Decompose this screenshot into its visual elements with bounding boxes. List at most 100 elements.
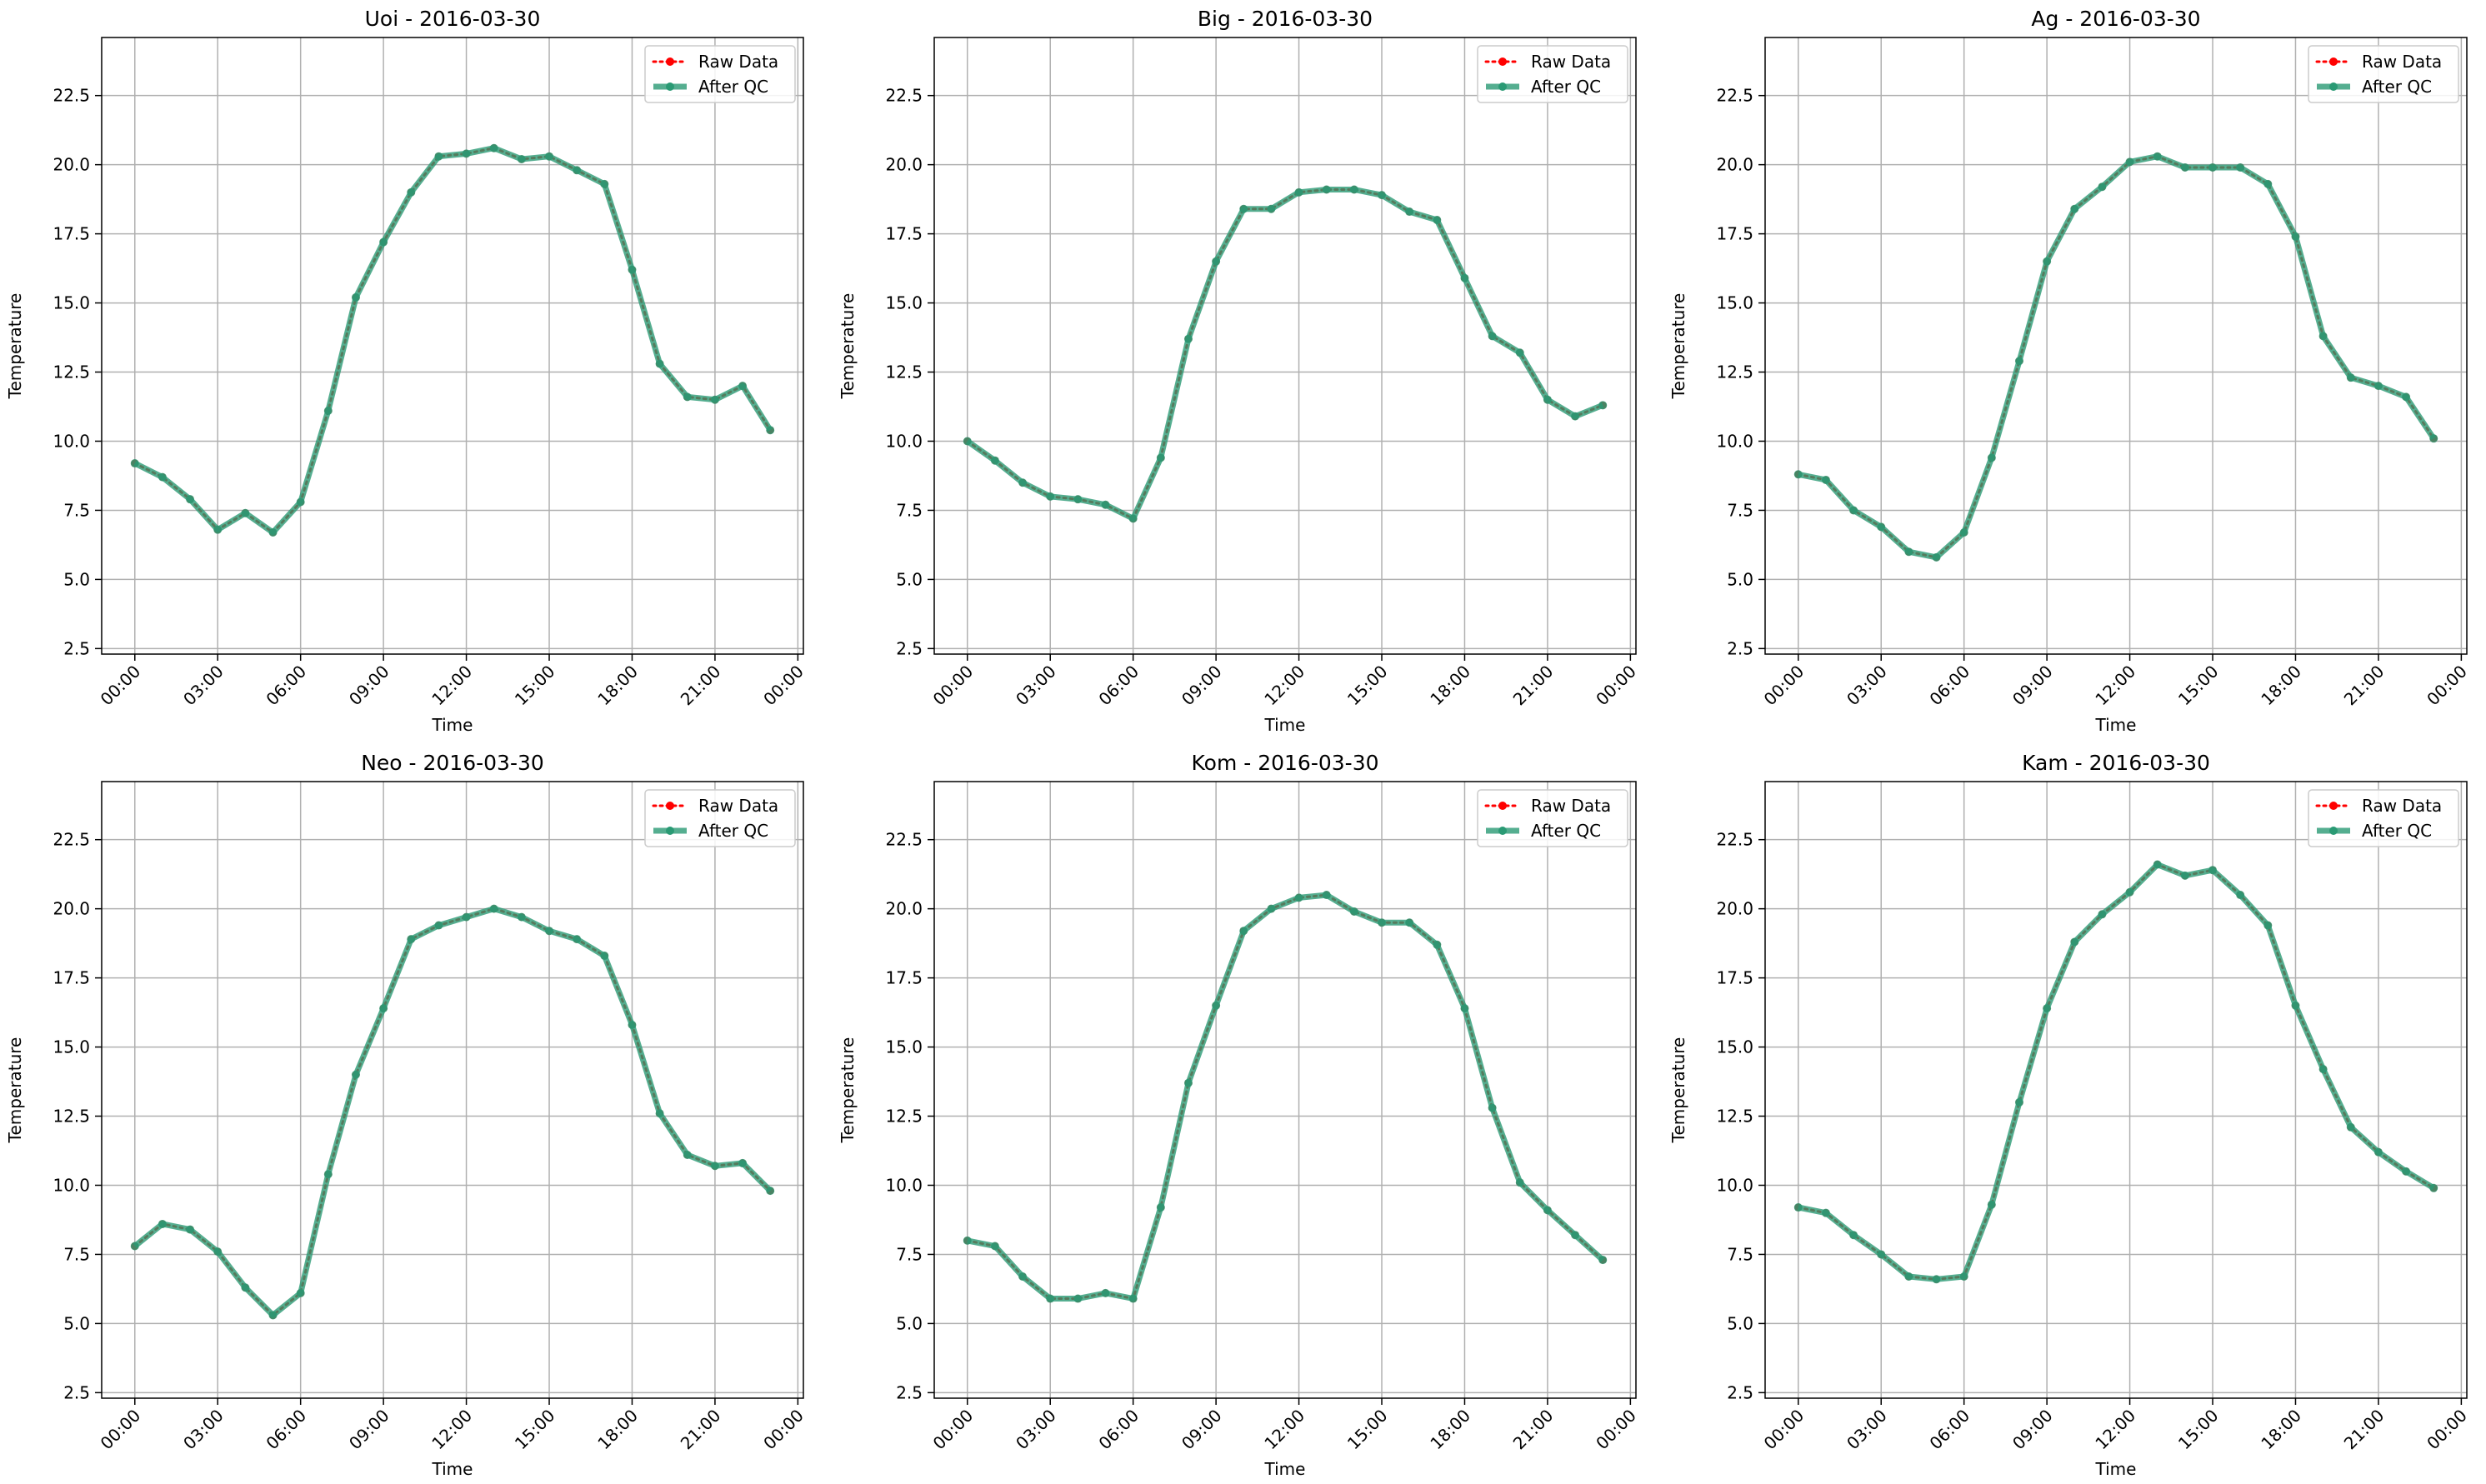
series-after-qc — [963, 185, 1608, 523]
after-qc-point — [1018, 1272, 1028, 1281]
after-qc-point — [407, 187, 416, 197]
after-qc-point — [434, 921, 443, 930]
after-qc-point — [1987, 1200, 1996, 1209]
after-qc-point — [351, 1070, 360, 1079]
after-qc-point — [2318, 332, 2328, 341]
after-qc-point — [1294, 893, 1303, 902]
legend-marker-qc — [2329, 82, 2338, 91]
y-tick-label: 20.0 — [1716, 155, 1753, 175]
y-tick-label: 15.0 — [885, 1037, 923, 1057]
series-raw-data — [963, 186, 1607, 522]
after-qc-point — [407, 935, 416, 944]
after-qc-point — [766, 426, 775, 435]
x-tick-label: 03:00 — [1012, 1406, 1060, 1454]
x-tick-label: 21:00 — [1509, 662, 1558, 710]
legend-marker-raw — [666, 802, 674, 810]
x-tick-label: 18:00 — [593, 1406, 642, 1454]
y-tick-label: 2.5 — [63, 1382, 90, 1402]
after-qc-point — [545, 152, 554, 161]
after-qc-point — [1849, 506, 1858, 515]
after-qc-point — [489, 143, 498, 152]
after-qc-line — [1798, 862, 2436, 1282]
after-qc-point — [738, 1158, 748, 1167]
after-qc-point — [990, 1242, 999, 1251]
after-qc-line — [133, 906, 773, 1318]
y-tick-label: 2.5 — [1727, 1382, 1753, 1402]
x-tick-label: 09:00 — [1178, 1406, 1226, 1454]
y-tick-label: 20.0 — [53, 155, 90, 175]
legend: Raw Data After QC — [644, 789, 796, 847]
legend-label-qc: After QC — [698, 77, 768, 97]
after-qc-point — [1239, 204, 1248, 213]
y-tick-label: 15.0 — [53, 293, 90, 313]
y-tick-label: 17.5 — [53, 224, 90, 244]
after-qc-point — [1793, 470, 1803, 479]
legend-marker-qc — [666, 82, 674, 91]
x-tick-label: 15:00 — [511, 662, 559, 710]
y-tick-label: 7.5 — [896, 500, 923, 520]
x-tick-label: 03:00 — [179, 1406, 228, 1454]
x-tick-label: 06:00 — [1925, 662, 1973, 710]
y-tick-label: 5.0 — [1727, 569, 1753, 589]
x-tick-label: 00:00 — [97, 662, 145, 710]
y-tick-label: 10.0 — [1716, 1175, 1753, 1195]
plot-frame — [1764, 781, 2468, 1399]
after-qc-point — [2043, 257, 2052, 266]
after-qc-point — [379, 1004, 388, 1013]
x-tick-label: 12:00 — [1260, 1406, 1308, 1454]
after-qc-point — [1294, 187, 1303, 197]
after-qc-point — [1821, 1208, 1830, 1217]
y-axis: 2.5 5.0 7.5 10.0 12.5 15.0 17.5 20.0 22.5 — [53, 830, 803, 1402]
plot-frame — [101, 37, 804, 655]
legend-label-raw: Raw Data — [2362, 796, 2442, 816]
after-qc-point — [963, 1236, 972, 1245]
after-qc-point — [1959, 1272, 1968, 1281]
after-qc-point — [1849, 1231, 1858, 1240]
after-qc-point — [1212, 1001, 1221, 1010]
after-qc-point — [1239, 927, 1248, 936]
after-qc-point — [1183, 334, 1193, 343]
x-tick-label: 00:00 — [2423, 662, 2471, 710]
after-qc-point — [2263, 921, 2273, 930]
x-tick-label: 21:00 — [1509, 1406, 1558, 1454]
after-qc-point — [628, 265, 637, 274]
after-qc-point — [573, 166, 582, 175]
series-after-qc — [1793, 152, 2438, 562]
after-qc-point — [1128, 514, 1138, 523]
after-qc-point — [379, 237, 388, 247]
after-qc-point — [710, 395, 719, 404]
after-qc-point — [1405, 207, 1414, 217]
after-qc-point — [573, 935, 582, 944]
after-qc-point — [489, 904, 498, 913]
series-raw-data — [963, 891, 1607, 1303]
y-tick-label: 7.5 — [63, 500, 90, 520]
y-axis-label: Temperature — [838, 293, 858, 400]
after-qc-point — [434, 152, 443, 161]
legend-marker-raw — [1498, 802, 1507, 810]
legend-marker-raw — [666, 57, 674, 66]
chart-title: Ag - 2016-03-30 — [2031, 7, 2200, 31]
y-tick-label: 12.5 — [885, 1107, 923, 1127]
after-qc-point — [517, 912, 526, 922]
after-qc-point — [655, 1109, 664, 1118]
y-tick-label: 15.0 — [53, 1037, 90, 1057]
after-qc-point — [1073, 1294, 1083, 1303]
after-qc-point — [130, 1242, 139, 1251]
legend: Raw Data After QC — [1477, 789, 1628, 847]
after-qc-point — [2208, 866, 2218, 875]
chart-title: Big - 2016-03-30 — [1198, 7, 1373, 31]
y-tick-label: 17.5 — [885, 224, 923, 244]
after-qc-point — [1267, 904, 1276, 913]
after-qc-point — [2346, 373, 2355, 382]
legend: Raw Data After QC — [1477, 45, 1628, 103]
after-qc-point — [1018, 478, 1028, 487]
after-qc-point — [2318, 1065, 2328, 1074]
y-tick-label: 22.5 — [885, 86, 923, 106]
x-tick-label: 12:00 — [2091, 662, 2139, 710]
y-tick-label: 12.5 — [53, 362, 90, 382]
series-raw-data — [131, 144, 774, 537]
x-tick-label: 09:00 — [2008, 1406, 2057, 1454]
after-qc-point — [296, 497, 305, 507]
after-qc-point — [1598, 401, 1608, 410]
chart-panel-5: 2.5 5.0 7.5 10.0 12.5 15.0 17.5 20.0 22.5 00:00 03… — [838, 751, 1640, 1479]
